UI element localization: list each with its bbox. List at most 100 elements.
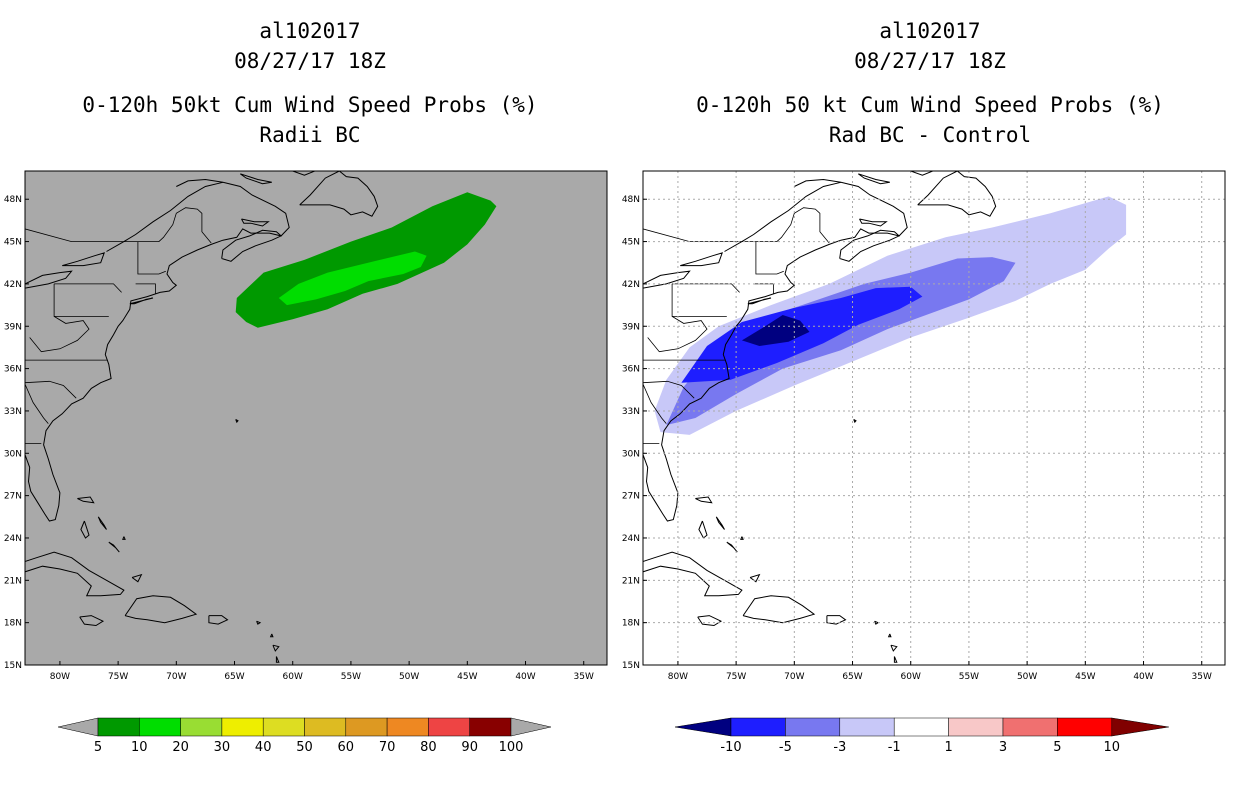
political-border	[54, 283, 122, 293]
coastline	[910, 171, 935, 176]
colorbar-swatch	[304, 717, 347, 737]
lat-label: 45N	[622, 238, 640, 248]
coastline	[106, 181, 224, 252]
lon-label: 55W	[341, 672, 361, 682]
coastline	[874, 620, 880, 625]
lat-label: 33N	[4, 407, 22, 417]
coastline	[275, 656, 280, 663]
political-border	[25, 380, 77, 399]
coastline	[643, 178, 908, 522]
colorbar-label: 100	[499, 740, 524, 755]
colorbar-swatch	[139, 717, 181, 737]
lon-label: 40W	[1133, 672, 1153, 682]
lat-label: 30N	[4, 449, 22, 459]
colorbar-label: 80	[420, 740, 437, 755]
colorbar-low-arrow	[674, 717, 732, 737]
coastline	[108, 541, 120, 553]
lat-label: 42N	[622, 280, 640, 290]
colorbar-label: 10	[131, 740, 148, 755]
colorbar-swatch	[221, 717, 264, 737]
colorbar-label: 1	[944, 740, 952, 755]
coastline	[292, 171, 317, 176]
lon-label: 70W	[166, 672, 186, 682]
coastline	[235, 418, 239, 424]
lat-label: 24N	[4, 534, 22, 544]
forecast-date: 08/27/17 18Z	[234, 49, 386, 73]
lat-label: 39N	[4, 322, 22, 332]
coastline	[724, 181, 842, 252]
map-content	[25, 171, 497, 663]
coastline	[256, 620, 262, 625]
lat-label: 48N	[4, 195, 22, 205]
product-title: 0-120h 50 kt Cum Wind Speed Probs (%)	[696, 93, 1164, 117]
political-border	[29, 316, 90, 353]
political-border	[643, 383, 667, 424]
colorbar-label: -5	[779, 740, 792, 755]
colorbar-swatch	[730, 717, 786, 737]
coastline	[917, 171, 997, 217]
map-frame	[24, 170, 608, 666]
lat-label: 18N	[622, 619, 640, 629]
lon-label: 55W	[959, 672, 979, 682]
lat-label: 21N	[622, 576, 640, 586]
colorbar-label: 30	[214, 740, 231, 755]
colorbar-label: -3	[833, 740, 846, 755]
colorbar-label: 20	[172, 740, 189, 755]
lat-label: 30N	[622, 449, 640, 459]
right-map-panel: 48N 45N 42N 39N 36N 33N 30N 27N 24N 21N 18N 15N 80W 7…	[622, 170, 1226, 682]
probability-region-<-10	[741, 315, 810, 346]
panel-subtitle: Radii BC	[259, 123, 361, 147]
coastline	[853, 418, 857, 424]
coastline	[893, 656, 898, 663]
coastline	[77, 496, 95, 504]
political-border	[25, 207, 212, 244]
coastline	[680, 252, 724, 267]
coastline	[208, 615, 229, 625]
coastline	[272, 644, 280, 652]
forecast-date: 08/27/17 18Z	[854, 49, 1006, 73]
right-colorbar: -10 -5 -3 -1 1 3 5 10	[674, 717, 1169, 755]
colorbar-label: 60	[338, 740, 355, 755]
political-border	[137, 241, 166, 275]
colorbar-swatch	[1057, 717, 1113, 737]
coastline	[122, 536, 126, 540]
colorbar-swatch	[262, 717, 305, 737]
colorbar-label: 50	[296, 740, 313, 755]
product-title: 0-120h 50kt Cum Wind Speed Probs (%)	[82, 93, 538, 117]
coastline	[129, 297, 154, 305]
political-border	[755, 241, 784, 275]
lat-label: 39N	[622, 322, 640, 332]
coastline	[749, 573, 761, 583]
storm-id: al102017	[879, 19, 981, 43]
lon-label: 35W	[574, 672, 594, 682]
coastline	[890, 644, 898, 652]
colorbar-label: 70	[379, 740, 396, 755]
coastline	[695, 496, 713, 504]
political-border	[643, 207, 830, 244]
lon-label: 80W	[50, 672, 70, 682]
colorbar-swatch	[1002, 717, 1058, 737]
colorbar-label: 5	[1053, 740, 1061, 755]
lon-label: 50W	[1017, 672, 1037, 682]
lon-label: 50W	[399, 672, 419, 682]
coastline	[269, 633, 274, 638]
coastline	[697, 615, 723, 627]
coastline	[643, 270, 691, 289]
lon-label: 75W	[726, 672, 746, 682]
colorbar-swatch	[948, 717, 1004, 737]
probability-region--5to-3	[666, 257, 1016, 426]
coastline	[887, 633, 892, 638]
lon-label: 60W	[283, 672, 303, 682]
coastline	[25, 551, 125, 597]
storm-id: al102017	[259, 19, 361, 43]
lat-label: 48N	[622, 195, 640, 205]
coastline	[826, 615, 847, 625]
colorbar-swatch	[345, 717, 388, 737]
coastline	[80, 520, 90, 539]
lat-label: 45N	[4, 238, 22, 248]
lon-label: 65W	[842, 672, 862, 682]
coastline	[747, 297, 772, 305]
colorbar-label: 3	[999, 740, 1007, 755]
colorbar-label: 90	[461, 740, 478, 755]
